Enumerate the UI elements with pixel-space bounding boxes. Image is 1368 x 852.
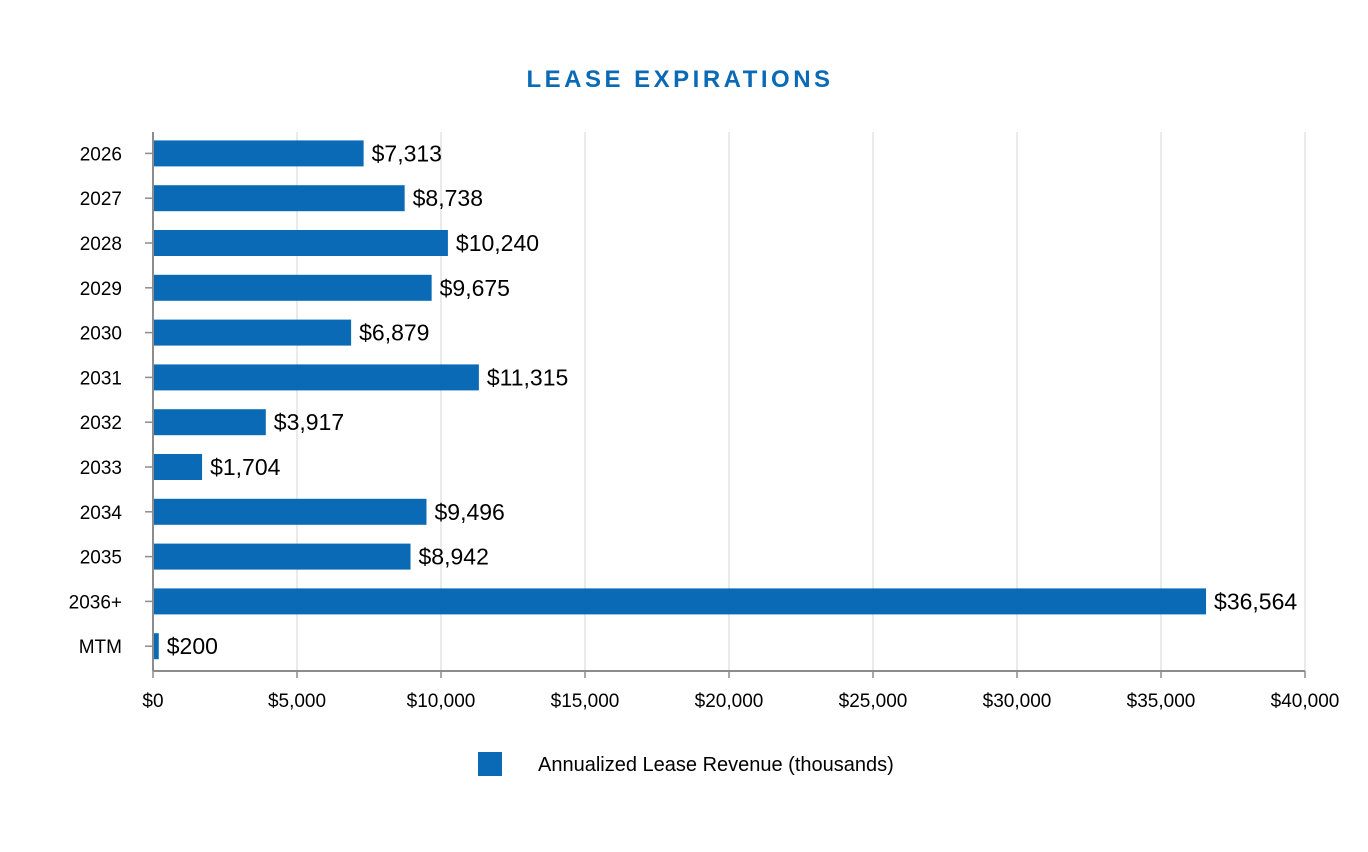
y-tick-label: 2030 — [80, 324, 122, 345]
x-tick-label: $30,000 — [983, 691, 1052, 712]
data-labels: $7,313 $8,738 $10,240 $9,675 $6,879 $11,315 $3… — [167, 140, 1298, 659]
bar — [153, 319, 352, 346]
bar-data-label: $7,313 — [372, 140, 442, 166]
bar — [153, 185, 405, 212]
y-tick-label: 2033 — [80, 458, 122, 479]
y-tick-label: 2032 — [80, 413, 122, 434]
x-tick-label: $5,000 — [268, 691, 326, 712]
bar-data-label: $8,738 — [413, 185, 483, 211]
y-tick-label: 2027 — [80, 189, 122, 210]
bar — [153, 543, 411, 570]
y-tick-label: 2035 — [80, 548, 122, 569]
bar-data-label: $9,496 — [434, 499, 504, 525]
y-tick-label: 2034 — [80, 503, 123, 524]
bar — [153, 633, 159, 660]
bar-data-label: $10,240 — [456, 230, 539, 256]
y-tick-label: 2029 — [80, 279, 122, 300]
bar-data-label: $36,564 — [1214, 588, 1297, 614]
bar — [153, 454, 203, 480]
x-tick-label: $15,000 — [551, 691, 620, 712]
y-tick-label: 2031 — [80, 368, 122, 389]
bar — [153, 588, 1207, 615]
bar — [153, 498, 427, 525]
legend-label: Annualized Lease Revenue (thousands) — [538, 754, 894, 776]
legend: Annualized Lease Revenue (thousands) — [478, 752, 894, 776]
bar-data-label: $200 — [167, 633, 218, 659]
bar-data-label: $6,879 — [359, 320, 429, 346]
bar — [153, 230, 448, 256]
y-tick-label: MTM — [79, 637, 122, 658]
x-tick-label: $0 — [142, 691, 163, 712]
bar-data-label: $9,675 — [440, 275, 510, 301]
bar — [153, 409, 266, 436]
x-tick-label: $40,000 — [1271, 691, 1340, 712]
bar-data-label: $11,315 — [487, 364, 568, 390]
grid-lines — [296, 132, 1306, 671]
axes: 2026 2027 2028 2029 2030 2031 2032 2033 2034 2035… — [69, 132, 1340, 712]
bars — [153, 140, 1207, 660]
bar — [153, 140, 364, 167]
bar-data-label: $8,942 — [419, 544, 489, 570]
chart-title: LEASE EXPIRATIONS — [526, 66, 833, 93]
bar — [153, 364, 479, 391]
legend-swatch — [478, 752, 502, 776]
bar-data-label: $1,704 — [210, 454, 281, 480]
bar — [153, 274, 432, 301]
y-tick-label: 2026 — [80, 144, 122, 165]
x-tick-label: $20,000 — [695, 691, 764, 712]
y-tick-label: 2036+ — [69, 592, 122, 613]
x-tick-label: $10,000 — [407, 691, 476, 712]
y-tick-label: 2028 — [80, 234, 122, 255]
x-tick-label: $35,000 — [1127, 691, 1196, 712]
bar-data-label: $3,917 — [274, 409, 344, 435]
x-tick-label: $25,000 — [839, 691, 908, 712]
